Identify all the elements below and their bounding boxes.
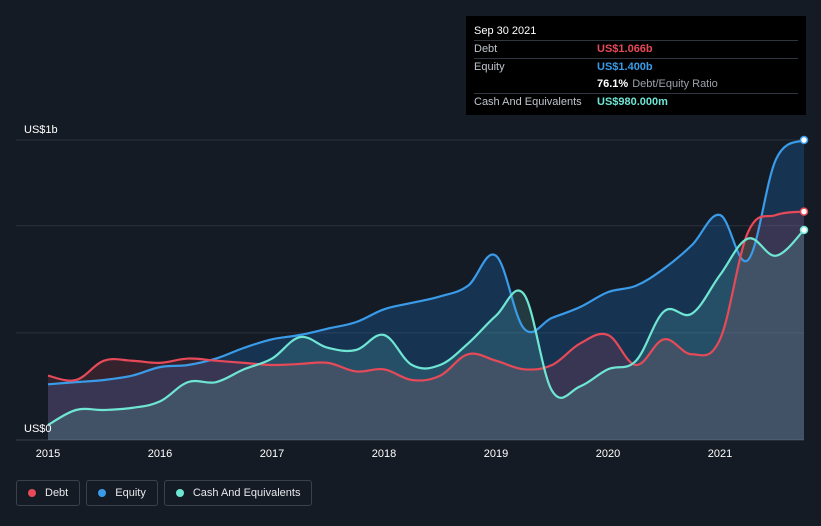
area-cash-and-equivalents (48, 230, 804, 440)
area-equity (48, 140, 804, 440)
x-tick-label-2019: 2019 (484, 448, 508, 460)
x-tick-label-2018: 2018 (372, 448, 396, 460)
tooltip-label-ratio (474, 76, 597, 93)
endpoint-cash-and-equivalents (799, 225, 809, 235)
tooltip-date: Sep 30 2021 (474, 25, 537, 37)
tooltip-ratio-caption: Debt/Equity Ratio (632, 78, 718, 90)
x-tick-label-2020: 2020 (596, 448, 620, 460)
tooltip-value-equity: US$1.400b (597, 61, 653, 73)
tooltip-value-cash: US$980.000m (597, 96, 668, 108)
line-debt (47, 210, 805, 382)
tooltip-panel: Sep 30 2021 Debt US$1.066b Equity US$1.4… (466, 16, 806, 115)
tooltip-value-debt: US$1.066b (597, 43, 653, 55)
legend-dot-cash (175, 489, 184, 497)
x-tick-label-2015: 2015 (36, 448, 60, 460)
legend-item-debt[interactable]: Debt (16, 480, 81, 506)
y-tick-label-1: US$0 (24, 423, 52, 435)
tooltip-value-ratio: 76.1% (597, 78, 629, 90)
endpoint-equity (799, 135, 809, 145)
tooltip-row-ratio: 76.1% Debt/Equity Ratio (474, 76, 798, 93)
legend-label-cash: Cash And Equivalents (192, 487, 301, 499)
legend-item-equity[interactable]: Equity (86, 480, 158, 506)
tooltip-label-debt: Debt (474, 43, 498, 55)
x-tick-label-2016: 2016 (148, 448, 172, 460)
chart-legend: Debt Equity Cash And Equivalents (16, 480, 313, 506)
x-tick-label-2017: 2017 (260, 448, 284, 460)
tooltip-row-equity: Equity US$1.400b (474, 58, 798, 76)
tooltip-row-debt: Debt US$1.066b (474, 40, 798, 58)
tooltip-label-equity: Equity (474, 61, 505, 73)
tooltip-row-cash: Cash And Equivalents US$980.000m (474, 93, 798, 111)
x-tick-label-2021: 2021 (708, 448, 732, 460)
y-tick-label-0: US$1b (24, 124, 58, 136)
line-equity (47, 138, 805, 386)
line-cash-and-equivalents (47, 229, 805, 426)
legend-label-debt: Debt (45, 487, 69, 499)
legend-dot-debt (28, 489, 36, 497)
legend-item-cash[interactable]: Cash And Equivalents (163, 480, 313, 506)
tooltip-label-cash: Cash And Equivalents (474, 96, 582, 108)
endpoint-debt (799, 207, 809, 216)
legend-label-equity: Equity (115, 487, 146, 499)
area-debt (48, 211, 804, 440)
legend-dot-equity (98, 489, 107, 497)
